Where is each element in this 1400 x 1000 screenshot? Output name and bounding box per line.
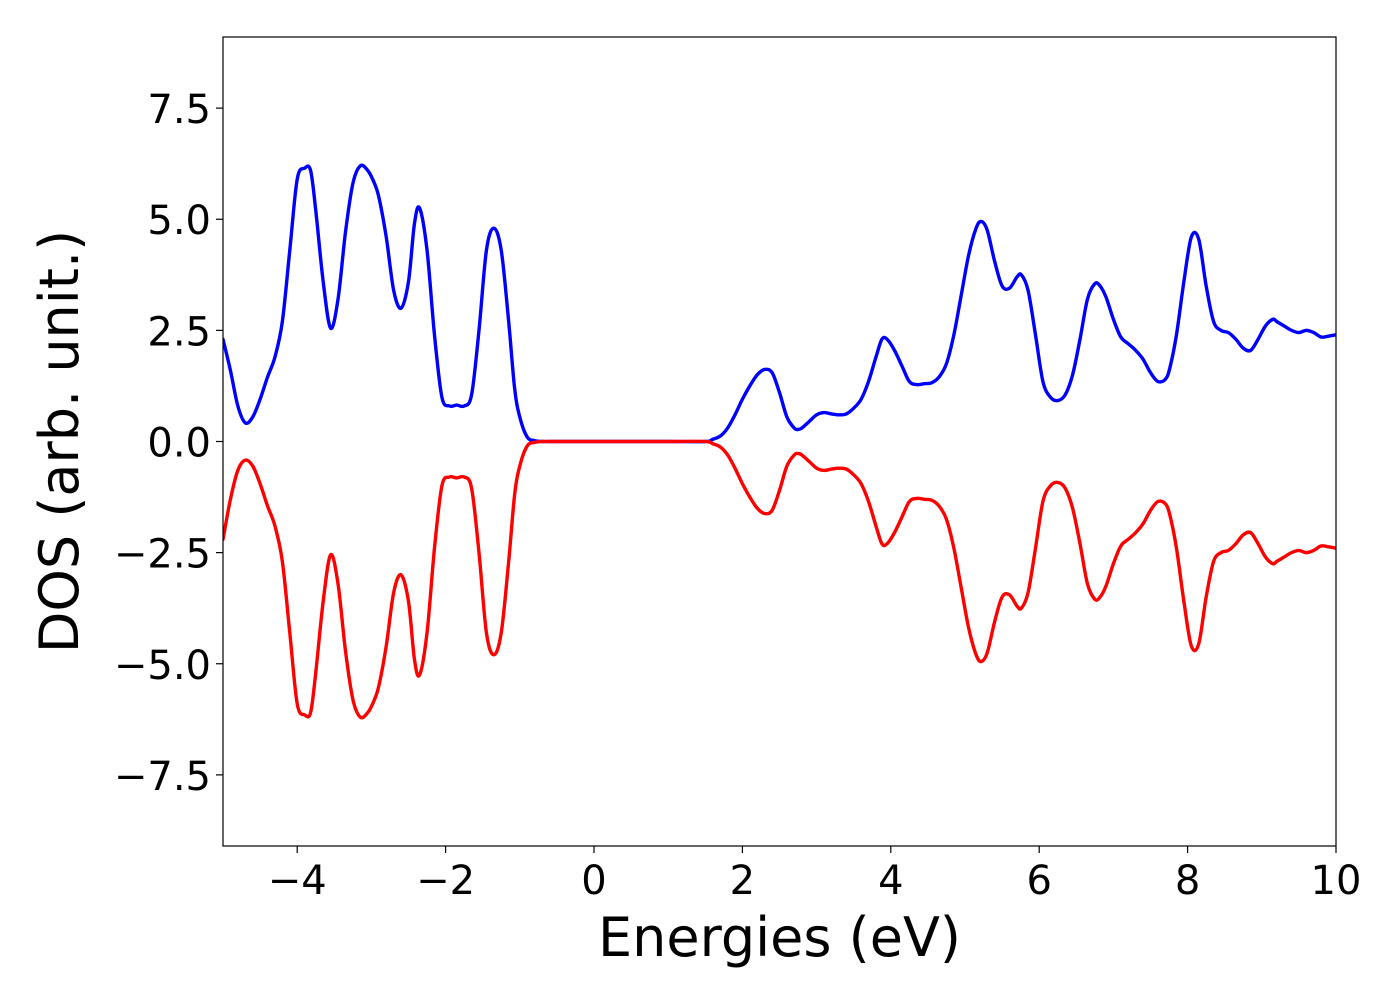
- dos-series-line-up: [223, 163, 1336, 444]
- x-axis-label: Energies (eV): [598, 906, 961, 969]
- y-axis-label: DOS (arb. unit.): [28, 230, 91, 653]
- x-tick-label: −2: [416, 858, 475, 904]
- y-tick-label: −5.0: [114, 643, 211, 689]
- x-tick-label: 2: [730, 858, 755, 904]
- y-tick-label: −7.5: [114, 754, 211, 800]
- y-tick-label: 0.0: [147, 421, 211, 467]
- x-axis: −4 −2 0 2 4 6 8 10: [268, 846, 1362, 904]
- y-axis: −7.5 −5.0 −2.5 0.0 2.5 5.0 7.5: [114, 87, 223, 800]
- x-tick-label: −4: [268, 858, 327, 904]
- y-tick-label: −2.5: [114, 532, 211, 578]
- x-tick-label: 6: [1026, 858, 1051, 904]
- dos-series-line-down: [223, 439, 1336, 720]
- x-tick-label: 4: [878, 858, 903, 904]
- series-layer: [223, 163, 1336, 720]
- y-tick-label: 2.5: [147, 309, 211, 355]
- y-tick-label: 5.0: [147, 198, 211, 244]
- plot-frame: [222, 36, 1337, 847]
- x-tick-label: 8: [1175, 858, 1200, 904]
- x-tick-label: 10: [1311, 858, 1362, 904]
- x-tick-label: 0: [581, 858, 606, 904]
- y-tick-label: 7.5: [147, 87, 211, 133]
